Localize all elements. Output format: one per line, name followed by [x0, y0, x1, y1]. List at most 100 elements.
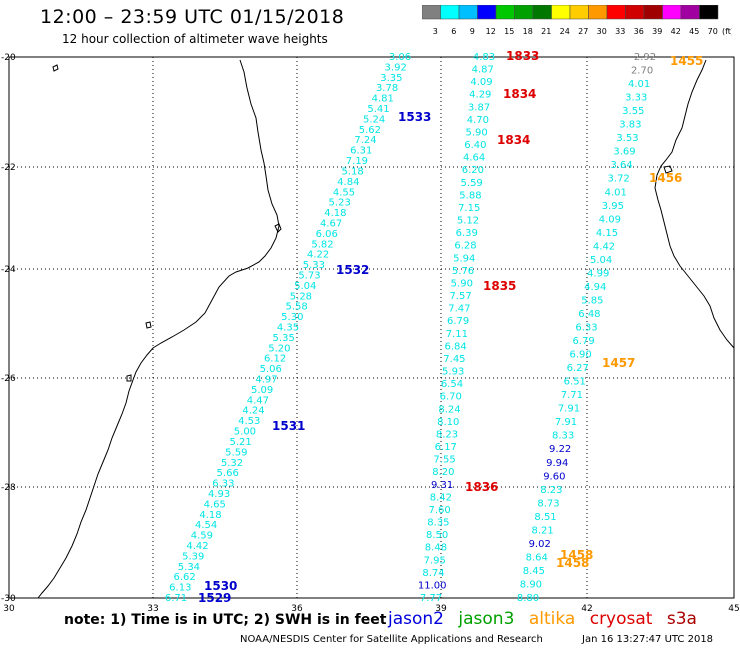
- wave-height-value: 6.06: [316, 229, 338, 240]
- madagascar-coastline: [654, 59, 735, 349]
- wave-height-value: 8.33: [552, 431, 574, 442]
- wave-height-value: 5.82: [311, 239, 333, 250]
- wave-height-value: 5.18: [341, 166, 363, 177]
- wave-height-value: 7.47: [448, 304, 470, 315]
- wave-height-value: 6.20: [462, 165, 484, 176]
- wave-height-value: 3.53: [616, 133, 638, 144]
- wave-height-value: 2.92: [634, 52, 656, 63]
- pass-time-label: 1833: [506, 49, 539, 63]
- wave-height-value: 5.09: [251, 385, 273, 396]
- lon-tick-label: 42: [581, 604, 592, 614]
- colorbar-label: 42: [671, 27, 681, 36]
- wave-height-value: 5.90: [465, 127, 487, 138]
- pass-time-label: 1457: [602, 356, 635, 370]
- wave-height-value: 5.59: [225, 447, 247, 458]
- wave-height-value: 8.45: [523, 566, 545, 577]
- wave-height-value: 4.54: [195, 520, 217, 531]
- wave-height-value: 4.59: [191, 531, 213, 542]
- wave-height-value: 6.17: [435, 442, 457, 453]
- colorbar-label: 3: [433, 27, 438, 36]
- colorbar-label: 70: [708, 27, 718, 36]
- pass-time-label: 1529: [198, 591, 231, 605]
- graticule: [9, 57, 734, 598]
- wave-height-value: 8.51: [534, 512, 556, 523]
- wave-height-value: 6.13: [169, 583, 191, 594]
- colorbar-label: 9: [470, 27, 475, 36]
- wave-height-value: 3.69: [613, 147, 635, 158]
- wave-height-value: 5.94: [453, 253, 475, 264]
- wave-height-value: 8.64: [526, 552, 548, 563]
- wave-height-value: 4.93: [208, 489, 230, 500]
- wave-height-value: 6.79: [447, 316, 469, 327]
- legend-altika: altika: [528, 609, 576, 629]
- wave-height-value: 8.23: [436, 429, 458, 440]
- wave-height-value: 9.94: [546, 458, 568, 469]
- lon-tick-label: 45: [728, 604, 739, 614]
- wave-height-value: 6.71: [165, 593, 187, 604]
- wave-height-value: 4.64: [463, 153, 485, 164]
- colorbar-label: 6: [451, 27, 456, 36]
- wave-height-value: 4.65: [204, 499, 226, 510]
- pass-time-label: 1533: [398, 110, 431, 124]
- track-layer: 3.063.923.353.784.815.415.245.627.246.31…: [165, 49, 704, 605]
- lon-tick-label: 36: [291, 604, 303, 614]
- wave-height-value: 6.27: [567, 363, 589, 374]
- wave-height-value: 4.29: [469, 90, 491, 101]
- pass-time-label: 1456: [649, 171, 682, 185]
- wave-height-value: 4.22: [307, 250, 329, 261]
- wave-height-value: 5.00: [234, 427, 256, 438]
- credit-text: NOAA/NESDIS Center for Satellite Applica…: [240, 634, 543, 645]
- wave-height-value: 4.35: [277, 323, 299, 334]
- wave-height-value: 4.47: [247, 395, 269, 406]
- wave-height-value: 6.31: [350, 146, 372, 157]
- colorbar-label: 21: [541, 27, 551, 36]
- wave-height-value: 5.66: [217, 468, 239, 479]
- wave-height-value: 4.84: [337, 177, 359, 188]
- lat-tick-label: -30: [1, 594, 16, 604]
- wave-height-value: 11.00: [418, 580, 447, 591]
- wave-height-value: 4.18: [199, 510, 221, 521]
- wave-height-value: 5.04: [294, 281, 316, 292]
- wave-height-value: 6.90: [570, 350, 592, 361]
- wave-height-value: 6.84: [445, 341, 467, 352]
- pass-time-label: 1531: [272, 419, 305, 433]
- island: [145, 321, 152, 329]
- legend-cryosat: cryosat: [589, 609, 653, 629]
- wave-height-value: 4.81: [372, 94, 394, 105]
- wave-height-value: 7.95: [424, 555, 446, 566]
- legend-jason3: jason3: [458, 609, 515, 629]
- wave-height-value: 8.73: [537, 498, 559, 509]
- wave-height-value: 9.60: [543, 471, 565, 482]
- wave-height-value: 4.09: [470, 77, 492, 88]
- wave-height-value: 5.93: [442, 367, 464, 378]
- wave-height-value: 5.06: [260, 364, 282, 375]
- wave-height-value: 4.01: [605, 187, 627, 198]
- island: [52, 64, 59, 72]
- wave-height-value: 8.42: [430, 492, 452, 503]
- colorbar-label: 12: [486, 27, 496, 36]
- wave-height-value: 6.79: [572, 336, 594, 347]
- wave-height-value: 5.32: [221, 458, 243, 469]
- wave-height-value: 3.64: [610, 160, 632, 171]
- lat-tick-label: -24: [1, 265, 16, 275]
- pass-time-label: 1455: [670, 54, 703, 68]
- wave-height-value: 8.10: [437, 417, 459, 428]
- wave-height-value: 3.06: [389, 52, 411, 63]
- wave-height-value: 3.35: [380, 73, 402, 84]
- wave-height-value: 9.02: [529, 539, 551, 550]
- map-frame: [8, 56, 735, 599]
- wave-height-value: 8.24: [438, 404, 460, 415]
- wave-height-value: 9.22: [549, 444, 571, 455]
- wave-height-value: 6.54: [441, 379, 463, 390]
- wave-height-value: 4.70: [467, 115, 489, 126]
- wave-height-value: 7.57: [449, 291, 471, 302]
- pass-time-label: 1834: [497, 133, 530, 147]
- wave-height-value: 3.78: [376, 83, 398, 94]
- wave-height-value: 5.20: [268, 343, 290, 354]
- wave-height-value: 5.23: [329, 198, 351, 209]
- wave-height-value: 4.24: [242, 406, 264, 417]
- colorbar-label: 24: [560, 27, 570, 36]
- wave-height-value: 4.09: [599, 214, 621, 225]
